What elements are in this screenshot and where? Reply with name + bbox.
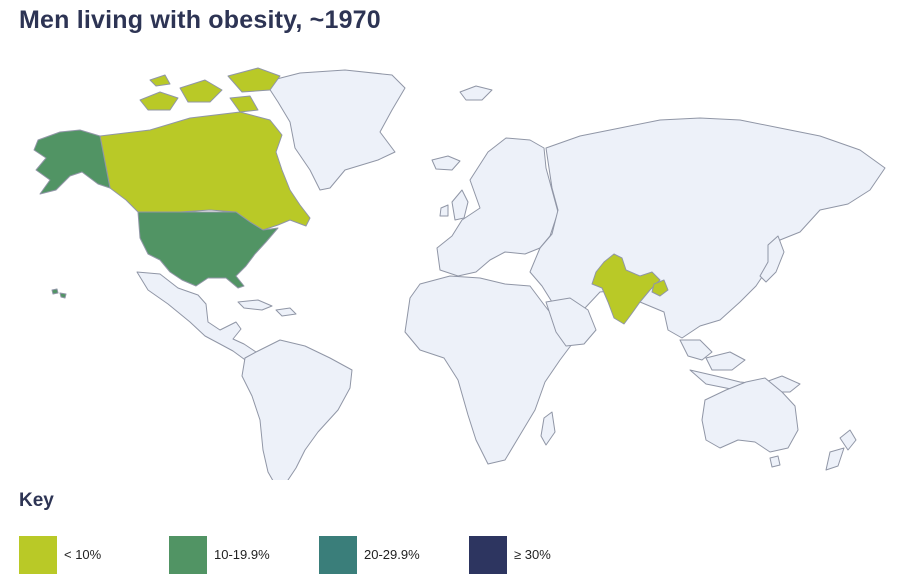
united-states-10-19[interactable]: [137, 211, 279, 289]
legend-label-10-19: 10-19.9%: [214, 547, 270, 562]
arabian-peninsula[interactable]: [545, 297, 597, 347]
australia[interactable]: [701, 377, 799, 453]
tasmania[interactable]: [769, 455, 781, 468]
africa[interactable]: [404, 275, 576, 465]
legend-swatch-10-19: [169, 536, 207, 574]
map-title: Men living with obesity, ~1970: [19, 6, 381, 34]
iceland[interactable]: [431, 155, 461, 171]
southeast-asia-islands[interactable]: [679, 339, 801, 393]
highlighted-countries: [33, 67, 669, 325]
legend: < 10% 10-19.9% 20-29.9% ≥ 30%: [19, 536, 579, 576]
legend-label-20-29: 20-29.9%: [364, 547, 420, 562]
mexico-central-america[interactable]: [136, 271, 263, 365]
uk-ireland[interactable]: [439, 189, 469, 221]
legend-swatch-lt10: [19, 536, 57, 574]
europe[interactable]: [436, 137, 559, 277]
svalbard[interactable]: [459, 85, 493, 101]
bangladesh-lt10[interactable]: [651, 279, 669, 297]
legend-swatch-20-29: [319, 536, 357, 574]
legend-swatch-ge30: [469, 536, 507, 574]
legend-label-lt10: < 10%: [64, 547, 102, 562]
greenland[interactable]: [264, 69, 406, 191]
russia-asia[interactable]: [529, 117, 886, 339]
india-lt10[interactable]: [591, 253, 661, 325]
south-america[interactable]: [241, 339, 353, 480]
caribbean-islands[interactable]: [237, 299, 297, 317]
alaska-10-19[interactable]: [33, 129, 111, 195]
world-map: [0, 40, 901, 480]
new-zealand[interactable]: [825, 429, 857, 471]
madagascar[interactable]: [540, 411, 556, 446]
hawaii-10-19[interactable]: [51, 288, 67, 299]
legend-title: Key: [19, 490, 54, 511]
canadian-arctic-islands-lt10[interactable]: [139, 67, 281, 113]
legend-label-ge30: ≥ 30%: [514, 547, 551, 562]
japan[interactable]: [759, 235, 785, 283]
